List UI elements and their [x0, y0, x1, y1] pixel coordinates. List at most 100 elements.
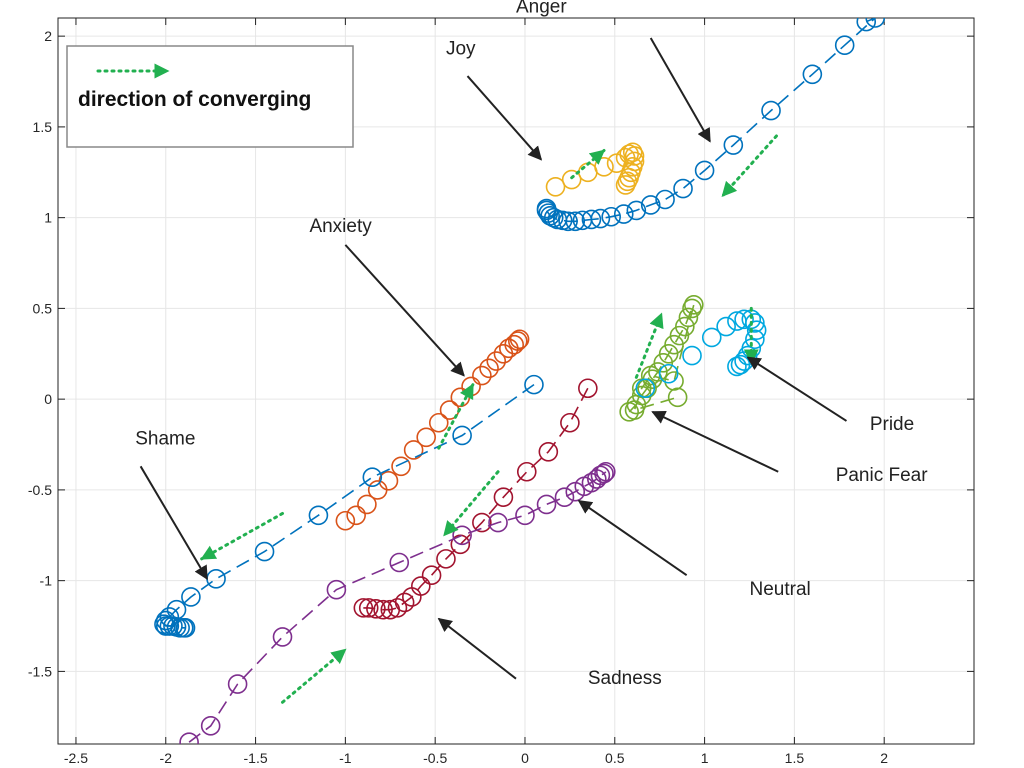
x-tick-label: 0.5 [605, 750, 625, 766]
data-point [200, 716, 221, 736]
x-tick-label: -1 [339, 750, 352, 766]
data-point [590, 465, 611, 486]
annotations: Anger Joy Anxiety Shame Pride Panic Fear Neutr… [135, 0, 928, 689]
data-point [746, 320, 767, 340]
direction-arrow [721, 134, 778, 198]
data-point [578, 162, 598, 183]
data-point [682, 345, 702, 366]
data-point [493, 487, 514, 507]
annotation-label-neutral: Neutral [749, 579, 810, 600]
y-tick-label: -1 [40, 573, 53, 589]
data-point [272, 627, 293, 647]
data-point [596, 461, 616, 482]
data-point [802, 64, 823, 85]
data-point [488, 512, 508, 533]
y-tick-label: 1.5 [33, 119, 53, 135]
series-line [163, 383, 535, 629]
data-point [626, 200, 647, 221]
data-point [524, 374, 544, 395]
data-point [694, 160, 715, 181]
series-line [188, 471, 607, 743]
data-point [615, 175, 636, 195]
data-point [403, 440, 424, 460]
data-point [402, 587, 422, 607]
annotation-arrow [437, 617, 517, 680]
plot-frame [57, 17, 975, 745]
data-point [834, 35, 855, 56]
y-tick-label: 1 [44, 210, 52, 226]
series-neutral [179, 461, 616, 744]
data-point [326, 579, 347, 600]
y-tick-label: 2 [44, 28, 52, 44]
data-point [734, 309, 754, 330]
data-point [507, 331, 528, 351]
data-point [181, 587, 201, 607]
data-point [175, 618, 196, 638]
series-line [363, 387, 589, 611]
series-line [545, 18, 876, 223]
data-point [391, 456, 411, 477]
data-point [472, 512, 492, 533]
data-point [357, 494, 377, 515]
data-point [486, 351, 507, 371]
annotation-arrow [746, 356, 848, 422]
direction-arrow [442, 470, 500, 537]
data-point [655, 189, 675, 210]
data-point [346, 505, 366, 526]
data-point [624, 400, 645, 420]
x-tick-label: -0.5 [423, 750, 447, 766]
series-anger [536, 18, 886, 232]
series-shame-anxiety-path [154, 374, 544, 638]
data-point [682, 298, 702, 319]
data-point [389, 552, 410, 573]
data-point [635, 378, 656, 399]
data-point [601, 206, 621, 227]
x-tick-label: 0 [521, 750, 529, 766]
data-point [684, 294, 704, 315]
direction-arrow [200, 511, 285, 561]
annotation-label-anger: Anger [516, 0, 567, 18]
annotation-arrow [344, 244, 465, 377]
annotation-label-panic-fear: Panic Fear [836, 465, 929, 486]
data-point [509, 329, 530, 350]
data-point [554, 487, 575, 507]
data-point [472, 365, 492, 386]
data-point [622, 142, 643, 163]
data-point [561, 169, 582, 190]
data-point [745, 313, 765, 333]
data-point [179, 732, 199, 744]
data-point [373, 599, 393, 620]
annotation-label-anxiety: Anxiety [309, 216, 372, 237]
data-point [416, 427, 436, 448]
x-tick-label: 2 [880, 750, 888, 766]
data-point [479, 358, 499, 379]
data-point [516, 461, 537, 482]
series-sadness [353, 378, 598, 620]
direction-arrow [281, 648, 347, 704]
data-point [538, 441, 559, 462]
y-tick-label: -0.5 [28, 482, 52, 498]
series-panic-fear [619, 294, 704, 422]
x-tick-label: 1.5 [785, 750, 805, 766]
data-point [617, 171, 638, 192]
direction-arrows [200, 134, 778, 704]
annotation-arrow [466, 75, 543, 161]
data-point [254, 541, 275, 562]
data-point [362, 467, 383, 487]
data-point [640, 195, 661, 215]
annotation-arrow [651, 410, 779, 473]
data-series [154, 18, 886, 744]
data-point [572, 210, 593, 231]
data-point [504, 334, 525, 355]
data-point [428, 412, 449, 433]
direction-arrow [437, 383, 475, 450]
data-point [613, 204, 634, 224]
direction-arrow [570, 148, 606, 180]
data-point [716, 316, 736, 337]
data-point [493, 343, 514, 364]
data-point [723, 135, 744, 155]
data-point [761, 100, 781, 121]
y-tick-label: 0 [44, 391, 52, 407]
series-anxiety [335, 329, 530, 531]
annotation-label-pride: Pride [870, 414, 914, 435]
